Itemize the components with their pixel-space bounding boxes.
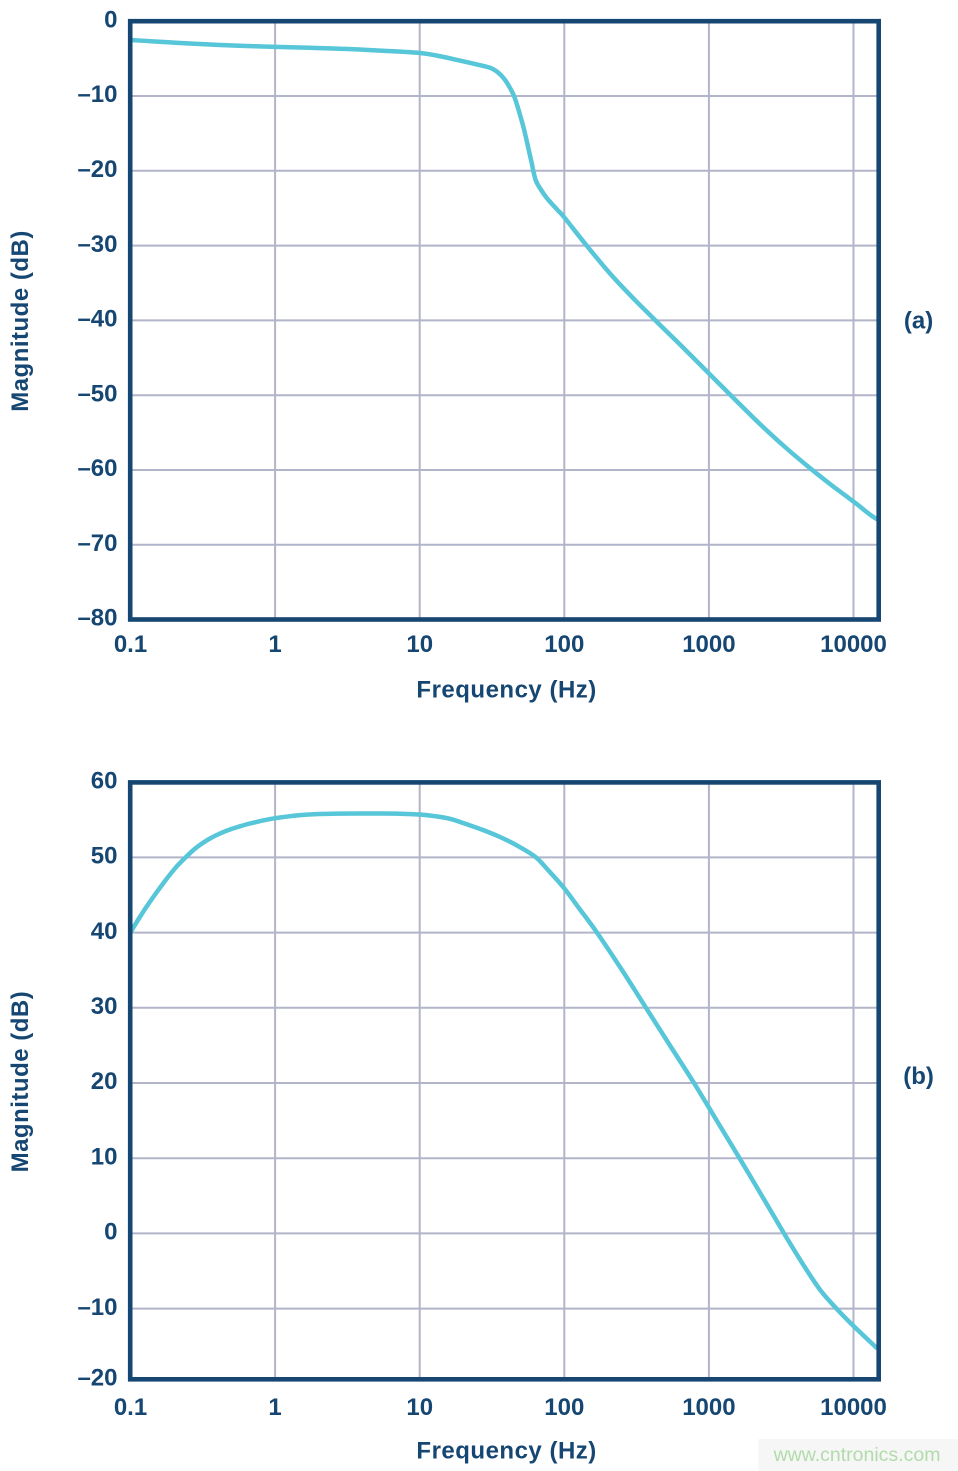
svg-text:1: 1: [268, 1394, 281, 1421]
svg-text:–20: –20: [77, 156, 117, 183]
svg-text:40: 40: [91, 918, 118, 945]
svg-text:1000: 1000: [682, 631, 735, 658]
svg-text:100: 100: [544, 1394, 584, 1421]
svg-text:30: 30: [91, 993, 118, 1020]
svg-text:–10: –10: [77, 81, 117, 108]
svg-text:10000: 10000: [820, 1394, 887, 1421]
svg-text:–40: –40: [77, 306, 117, 333]
svg-text:0: 0: [104, 6, 117, 33]
svg-text:–60: –60: [77, 455, 117, 482]
svg-text:10: 10: [406, 1394, 433, 1421]
svg-text:Frequency (Hz): Frequency (Hz): [416, 1438, 596, 1465]
svg-text:Frequency (Hz): Frequency (Hz): [416, 677, 596, 704]
svg-text:–30: –30: [77, 231, 117, 258]
svg-text:1000: 1000: [682, 1394, 735, 1421]
svg-text:Magnitude (dB): Magnitude (dB): [7, 230, 34, 412]
svg-text:–80: –80: [77, 605, 117, 632]
svg-text:(a): (a): [904, 308, 933, 335]
svg-text:10000: 10000: [820, 631, 887, 658]
svg-text:100: 100: [544, 631, 584, 658]
svg-text:www.cntronics.com: www.cntronics.com: [773, 1444, 941, 1466]
svg-text:–70: –70: [77, 530, 117, 557]
svg-text:20: 20: [91, 1068, 118, 1095]
svg-text:0: 0: [104, 1219, 117, 1246]
svg-text:0.1: 0.1: [114, 1394, 147, 1421]
svg-text:–20: –20: [77, 1365, 117, 1392]
svg-text:50: 50: [91, 843, 118, 870]
svg-text:–50: –50: [77, 380, 117, 407]
svg-text:(b): (b): [903, 1063, 934, 1090]
svg-text:10: 10: [91, 1143, 118, 1170]
svg-text:60: 60: [91, 768, 118, 795]
svg-text:Magnitude (dB): Magnitude (dB): [7, 991, 34, 1173]
svg-text:1: 1: [268, 631, 281, 658]
svg-text:0.1: 0.1: [114, 631, 147, 658]
svg-text:–10: –10: [77, 1294, 117, 1321]
svg-text:10: 10: [406, 631, 433, 658]
